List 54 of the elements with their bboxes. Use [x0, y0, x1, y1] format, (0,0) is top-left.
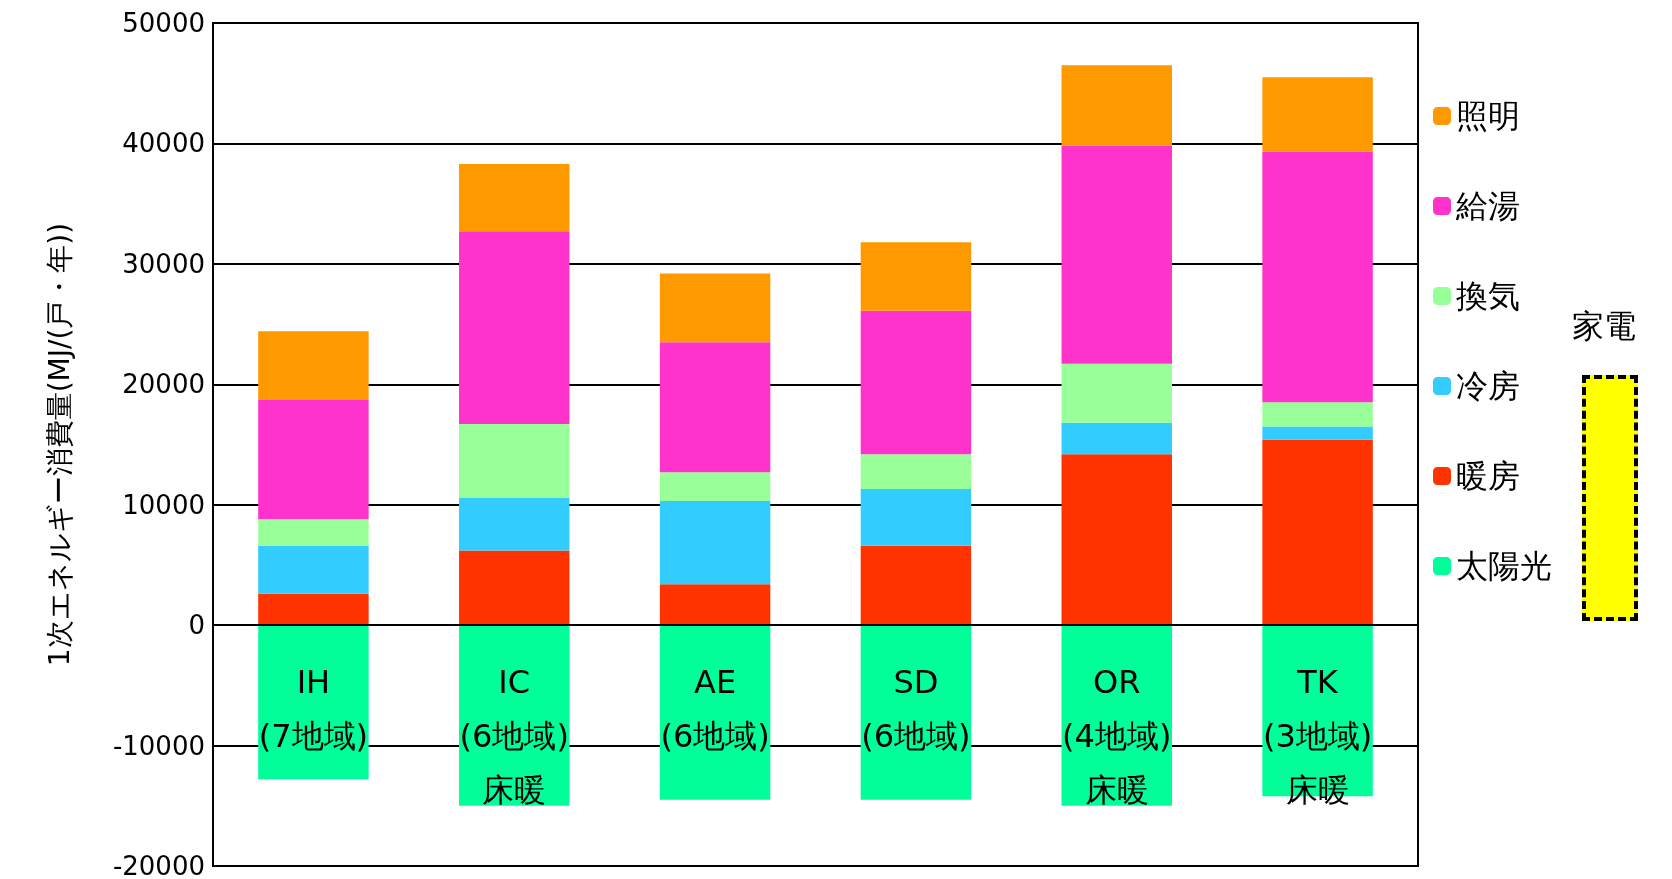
- bar: [659, 472, 771, 502]
- y-tick-label: -10000: [112, 730, 205, 761]
- y-tick-label: 10000: [122, 489, 205, 520]
- bar: [459, 424, 570, 498]
- bar: [1262, 439, 1373, 626]
- x-tick-label: AE (6地域): [660, 663, 770, 756]
- x-tick-label: IH (7地域): [258, 663, 369, 756]
- bar: [258, 625, 369, 780]
- bar: [1061, 422, 1172, 455]
- bar: [258, 519, 369, 546]
- x-tick-label: SD (6地域): [861, 663, 971, 756]
- bar: [1061, 363, 1172, 423]
- bar: [459, 231, 570, 425]
- bar: [258, 593, 369, 626]
- legend-label: 給湯: [1455, 187, 1520, 225]
- bar: [1262, 77, 1373, 152]
- y-tick-label: 50000: [122, 8, 205, 38]
- bar: [459, 163, 570, 232]
- bar: [258, 331, 369, 400]
- bar: [860, 454, 972, 490]
- bar: [659, 501, 771, 585]
- legend-label: 冷房: [1456, 367, 1520, 405]
- legend-label: 太陽光: [1456, 547, 1552, 585]
- y-tick-label: 20000: [122, 369, 205, 400]
- y-tick-label: -20000: [112, 851, 205, 879]
- bar: [659, 625, 771, 800]
- text: 家電: [1572, 306, 1636, 347]
- x-tick-label: OR (4地域) 床暖: [1062, 663, 1172, 810]
- bar: [659, 273, 771, 343]
- y-axis-title: 1次エネルギー消費量(MJ/(戸・年)): [42, 222, 76, 667]
- bar: [1061, 454, 1172, 626]
- bar: [860, 310, 972, 455]
- x-tick-label: IC (6地域) 床暖: [459, 663, 569, 810]
- bar: [258, 545, 369, 594]
- bar: [659, 342, 771, 473]
- y-tick-label: 40000: [122, 128, 205, 159]
- bar: [1061, 65, 1172, 146]
- legend-label: 照明: [1456, 97, 1520, 135]
- bar: [860, 625, 972, 800]
- bar: [860, 489, 972, 546]
- bar: [1262, 151, 1373, 403]
- bar: [1262, 426, 1373, 440]
- bar: [860, 545, 972, 626]
- bar: [659, 584, 771, 626]
- bar: [459, 550, 570, 626]
- bar: [258, 399, 369, 520]
- legend-label: 換気: [1456, 277, 1520, 315]
- bar: [1262, 402, 1373, 427]
- legend-label: 暖房: [1456, 457, 1520, 495]
- y-tick-label: 0: [188, 610, 205, 641]
- bar: [860, 242, 972, 311]
- bar: [459, 497, 570, 551]
- bar: [1061, 145, 1172, 364]
- y-tick-label: 30000: [122, 248, 205, 279]
